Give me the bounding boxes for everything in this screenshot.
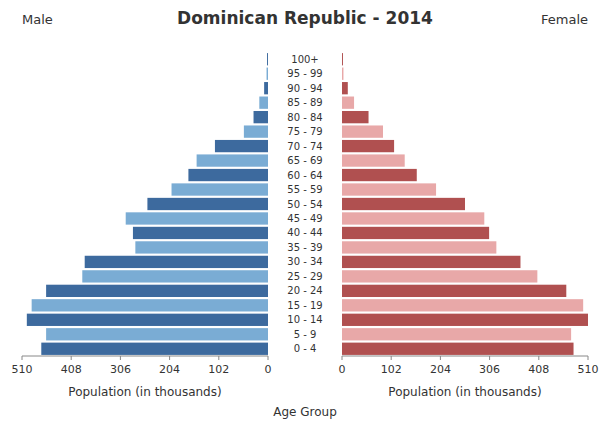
tick-label: 306	[479, 363, 500, 376]
bars	[342, 53, 588, 355]
axis-line	[342, 356, 588, 357]
tick	[22, 356, 23, 360]
chart: Dominican Republic - 2014 Male Female 0 102 2…	[0, 0, 610, 425]
tick-label: 102	[381, 363, 402, 376]
bar	[342, 53, 343, 65]
bar	[197, 154, 268, 166]
category-label: 90 - 94	[287, 83, 322, 94]
bar	[135, 241, 268, 253]
category-label: 25 - 29	[287, 271, 322, 282]
tick	[342, 356, 343, 360]
category-label: 85 - 89	[287, 97, 322, 108]
category-label: 75 - 79	[287, 126, 322, 137]
tick-label: 0	[265, 363, 272, 376]
bar	[342, 140, 394, 152]
bar	[342, 68, 343, 80]
bar	[147, 198, 268, 210]
bar	[267, 68, 268, 80]
category-label: 20 - 24	[287, 285, 322, 296]
bar	[126, 212, 268, 224]
bar	[342, 227, 489, 239]
bars	[27, 53, 268, 355]
tick	[268, 356, 269, 360]
bar	[41, 343, 268, 355]
bar	[342, 125, 383, 137]
bar	[342, 241, 496, 253]
bar	[342, 270, 537, 282]
bar	[342, 97, 354, 109]
bar	[32, 299, 268, 311]
bar	[264, 82, 268, 94]
tick-label: 102	[208, 363, 229, 376]
axis-label: Population (in thousands)	[388, 385, 541, 399]
tick-label: 408	[528, 363, 549, 376]
bar	[342, 169, 417, 181]
bar	[342, 328, 571, 340]
axis-label: Population (in thousands)	[68, 385, 221, 399]
series-label: Male	[22, 12, 53, 27]
tick-label: 408	[61, 363, 82, 376]
bar	[342, 314, 588, 326]
category-label: 95 - 99	[287, 68, 322, 79]
bar	[133, 227, 268, 239]
bar	[267, 53, 268, 65]
bar	[342, 285, 566, 297]
category-label: 50 - 54	[287, 199, 322, 210]
tick-label: 204	[159, 363, 180, 376]
category-label: 45 - 49	[287, 213, 322, 224]
tick	[588, 356, 589, 360]
bar	[215, 140, 268, 152]
bar	[254, 111, 268, 123]
bar	[342, 343, 574, 355]
tick	[489, 356, 490, 360]
category-label: 60 - 64	[287, 170, 322, 181]
bar	[342, 154, 405, 166]
tick	[120, 356, 121, 360]
axis-line	[22, 356, 268, 357]
bar	[342, 111, 369, 123]
bar	[27, 314, 268, 326]
title: Dominican Republic - 2014	[177, 8, 433, 28]
bar	[172, 183, 268, 195]
tick-label: 306	[110, 363, 131, 376]
category-label: 70 - 74	[287, 141, 322, 152]
bar	[259, 97, 268, 109]
tick-label: 510	[578, 363, 599, 376]
category-label: 35 - 39	[287, 242, 322, 253]
tick	[538, 356, 539, 360]
category-label: 100+	[291, 54, 318, 65]
bar	[342, 183, 436, 195]
tick-label: 510	[12, 363, 33, 376]
tick	[440, 356, 441, 360]
bar	[342, 256, 520, 268]
category-label: 10 - 14	[287, 314, 322, 325]
series-label: Female	[541, 12, 588, 27]
bar	[46, 285, 268, 297]
category-label: 30 - 34	[287, 256, 322, 267]
bar	[244, 125, 268, 137]
tick	[391, 356, 392, 360]
bar	[342, 82, 348, 94]
bar	[342, 212, 484, 224]
tick-label: 204	[430, 363, 451, 376]
category-label: 15 - 19	[287, 300, 322, 311]
category-label: 80 - 84	[287, 112, 322, 123]
tick	[71, 356, 72, 360]
category-label: 55 - 59	[287, 184, 322, 195]
category-label: 5 - 9	[294, 329, 317, 340]
tick	[218, 356, 219, 360]
bar	[85, 256, 268, 268]
tick-label: 0	[339, 363, 346, 376]
bar	[188, 169, 268, 181]
category-label: 40 - 44	[287, 227, 322, 238]
tick	[169, 356, 170, 360]
bar	[342, 299, 583, 311]
bar	[46, 328, 268, 340]
category-label: 0 - 4	[294, 343, 317, 354]
category-label: 65 - 69	[287, 155, 322, 166]
bar	[82, 270, 268, 282]
axis-label: Age Group	[273, 405, 337, 419]
bar	[342, 198, 465, 210]
